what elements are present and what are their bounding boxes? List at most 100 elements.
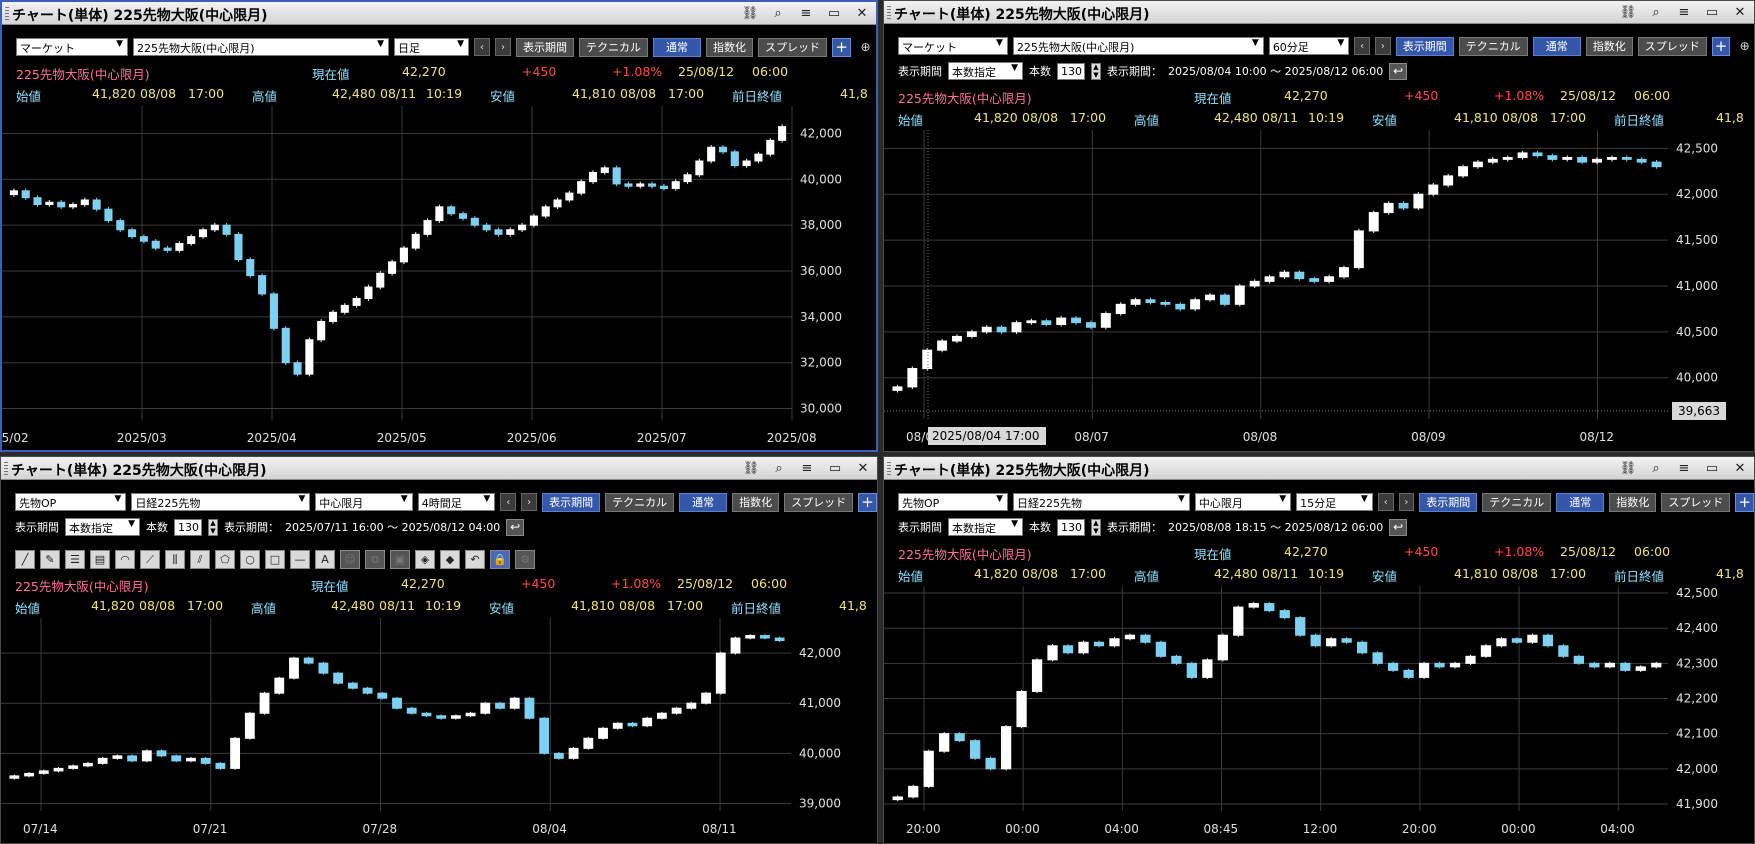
candlestick-chart[interactable]: 42,000 41,000 40,000 39,000 07/14 07/21 07/28 0…	[1, 618, 878, 843]
hlines-icon[interactable]: ☰	[65, 550, 85, 569]
prev-icon[interactable]: ‹	[500, 493, 517, 511]
chart-panel-2[interactable]: チャート(単体) 225先物大阪(中心限月) ⛓ ⌕ ≡ ▭ ✕ マーケット ▼ 225先物大阪…	[883, 0, 1755, 452]
spread-button[interactable]: スプレッド	[758, 37, 827, 57]
instrument-select[interactable]: 225先物大阪(中心限月) ▼	[133, 38, 389, 56]
undo-icon[interactable]: ↶	[465, 550, 485, 569]
hline-icon[interactable]: —	[290, 550, 310, 569]
count-stepper[interactable]: ▲ ▼	[1091, 518, 1101, 536]
close-icon[interactable]: ✕	[1734, 4, 1746, 20]
add-button[interactable]: +	[1711, 36, 1731, 56]
count-input[interactable]: 130	[1057, 62, 1085, 80]
menu-icon[interactable]: ≡	[1678, 4, 1690, 20]
add-button[interactable]: +	[1735, 492, 1754, 512]
interval-select[interactable]: 日足 ▼	[394, 38, 469, 56]
circle-icon[interactable]: ○	[240, 550, 260, 569]
technical-button[interactable]: テクニカル	[579, 37, 648, 57]
count-stepper[interactable]: ▲ ▼	[1091, 62, 1101, 80]
fib-arc-icon[interactable]: ◠	[115, 550, 135, 569]
technical-button[interactable]: テクニカル	[1482, 492, 1552, 512]
period-button[interactable]: 表示期間	[542, 492, 601, 512]
window-titlebar[interactable]: チャート(単体) 225先物大阪(中心限月) ⛓ ⌕ ≡ ▭ ✕	[2, 2, 876, 25]
count-input[interactable]: 130	[174, 518, 202, 536]
pentagon-icon[interactable]: ⬠	[215, 550, 235, 569]
drag-grip-icon[interactable]	[5, 7, 9, 20]
reset-icon[interactable]: ↩	[1389, 518, 1408, 536]
instrument-select[interactable]: 日経225先物 ▼	[131, 493, 311, 511]
close-icon[interactable]: ✕	[857, 460, 869, 476]
chart-panel-1[interactable]: チャート(単体) 225先物大阪(中心限月) ⛓ ⌕ ≡ ▭ ✕ マーケット ▼ 225先物大阪…	[0, 0, 878, 452]
window-titlebar[interactable]: チャート(単体) 225先物大阪(中心限月) ⛓ ⌕ ≡ ▭ ✕	[884, 457, 1754, 480]
menu-icon[interactable]: ≡	[800, 5, 812, 21]
interval-select[interactable]: 60分足 ▼	[1268, 37, 1350, 55]
lock-icon[interactable]: 🔒	[490, 550, 510, 569]
text-icon[interactable]: A	[315, 550, 335, 569]
search-icon[interactable]: ⌕	[775, 460, 783, 476]
next-icon[interactable]: ›	[495, 38, 511, 56]
normal-button[interactable]: 通常	[1556, 492, 1605, 512]
drag-grip-icon[interactable]	[887, 6, 891, 19]
prev-icon[interactable]: ‹	[474, 38, 490, 56]
icon-icon[interactable]: ☺	[340, 550, 360, 569]
close-icon[interactable]: ✕	[1734, 460, 1746, 476]
mode-select[interactable]: 本数指定 ▼	[948, 518, 1023, 536]
next-icon[interactable]: ›	[521, 493, 538, 511]
copy-icon[interactable]: ⧉	[365, 550, 385, 569]
link-icon[interactable]: ⛓	[1619, 460, 1637, 476]
zoom-icon[interactable]: ⊕	[1739, 39, 1750, 53]
prev-icon[interactable]: ‹	[1354, 37, 1371, 55]
spread-button[interactable]: スプレッド	[1661, 492, 1731, 512]
link-icon[interactable]: ⛓	[741, 5, 759, 21]
fib-vlines-icon[interactable]: ⫼	[165, 550, 185, 569]
contract-select[interactable]: 中心限月 ▼	[1194, 493, 1292, 511]
parallel-icon[interactable]: ⫽	[190, 550, 210, 569]
channel-icon[interactable]: ▤	[90, 550, 110, 569]
add-button[interactable]: +	[858, 492, 877, 512]
search-icon[interactable]: ⌕	[774, 5, 782, 21]
technical-button[interactable]: テクニカル	[1458, 36, 1528, 56]
index-button[interactable]: 指数化	[1609, 492, 1657, 512]
add-button[interactable]: +	[832, 37, 851, 57]
market-select[interactable]: 先物OP ▼	[898, 493, 1009, 511]
market-select[interactable]: 先物OP ▼	[15, 493, 127, 511]
menu-icon[interactable]: ≡	[801, 460, 813, 476]
normal-button[interactable]: 通常	[1532, 36, 1581, 56]
rect-icon[interactable]: □	[265, 550, 285, 569]
period-button[interactable]: 表示期間	[516, 37, 574, 57]
interval-select[interactable]: 15分足 ▼	[1296, 493, 1373, 511]
market-select[interactable]: マーケット ▼	[16, 38, 128, 56]
maximize-icon[interactable]: ▭	[827, 5, 841, 21]
market-select[interactable]: マーケット ▼	[898, 37, 1008, 55]
maximize-icon[interactable]: ▭	[1705, 460, 1719, 476]
pen-icon[interactable]: ✎	[40, 550, 60, 569]
reset-icon[interactable]: ↩	[1389, 62, 1408, 80]
period-button[interactable]: 表示期間	[1395, 36, 1454, 56]
search-icon[interactable]: ⌕	[1652, 4, 1660, 20]
menu-icon[interactable]: ≡	[1678, 460, 1690, 476]
normal-button[interactable]: 通常	[653, 37, 701, 57]
contract-select[interactable]: 中心限月 ▼	[315, 493, 413, 511]
eraser-all-icon[interactable]: ◆	[440, 550, 460, 569]
maximize-icon[interactable]: ▭	[828, 460, 842, 476]
drag-grip-icon[interactable]	[4, 462, 8, 475]
normal-button[interactable]: 通常	[679, 492, 728, 512]
interval-select[interactable]: 4時間足 ▼	[417, 493, 496, 511]
mode-select[interactable]: 本数指定 ▼	[948, 62, 1023, 80]
fib-fan-icon[interactable]: ⟋	[140, 550, 160, 569]
search-icon[interactable]: ⌕	[1652, 460, 1660, 476]
settings-icon[interactable]: ⚙	[515, 550, 535, 569]
eraser-icon[interactable]: ◈	[415, 550, 435, 569]
candlestick-chart[interactable]: 42,500 42,400 42,300 42,200 42,100 42,000 41,9…	[884, 586, 1755, 843]
candlestick-chart[interactable]: 42,000 40,000 38,000 36,000 34,000 32,000 30,0…	[2, 106, 878, 452]
window-titlebar[interactable]: チャート(単体) 225先物大阪(中心限月) ⛓ ⌕ ≡ ▭ ✕	[884, 1, 1754, 24]
spread-button[interactable]: スプレッド	[1637, 36, 1707, 56]
index-button[interactable]: 指数化	[706, 37, 753, 57]
drag-grip-icon[interactable]	[887, 462, 891, 475]
next-icon[interactable]: ›	[1398, 493, 1415, 511]
index-button[interactable]: 指数化	[1585, 36, 1633, 56]
next-icon[interactable]: ›	[1375, 37, 1391, 55]
count-input[interactable]: 130	[1057, 518, 1085, 536]
instrument-select[interactable]: 日経225先物 ▼	[1013, 493, 1190, 511]
zoom-icon[interactable]: ⊕	[860, 40, 871, 54]
maximize-icon[interactable]: ▭	[1705, 4, 1719, 20]
instrument-select[interactable]: 225先物大阪(中心限月) ▼	[1012, 37, 1264, 55]
